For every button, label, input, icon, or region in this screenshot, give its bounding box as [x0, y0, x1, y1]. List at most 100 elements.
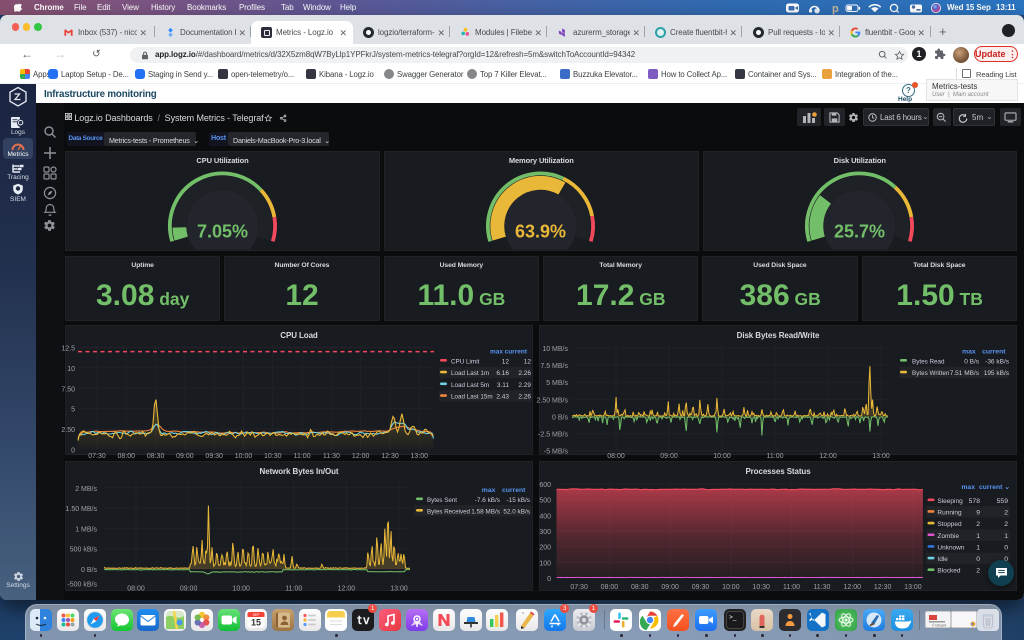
svg-text:2: 2	[976, 521, 980, 528]
svg-text:2.43: 2.43	[496, 394, 509, 401]
svg-text:63.9%: 63.9%	[515, 222, 566, 242]
svg-text:10:30: 10:30	[264, 453, 282, 460]
svg-text:07:30: 07:30	[88, 453, 106, 460]
svg-text:10:00: 10:00	[713, 453, 731, 460]
svg-text:1.50 MB/s: 1.50 MB/s	[65, 506, 97, 513]
svg-text:12:00: 12:00	[843, 584, 861, 591]
svg-text:11.0 GB: 11.0 GB	[417, 279, 505, 312]
svg-text:10:30: 10:30	[752, 584, 770, 591]
svg-text:1: 1	[976, 533, 980, 540]
svg-text:09:00: 09:00	[180, 586, 198, 593]
svg-text:max: max	[961, 484, 975, 491]
svg-text:3.11: 3.11	[497, 382, 510, 389]
svg-text:-36 kB/s: -36 kB/s	[985, 358, 1010, 365]
svg-text:3.08 day: 3.08 day	[96, 279, 190, 312]
svg-text:2.50: 2.50	[61, 427, 75, 434]
svg-text:-15 kB/s: -15 kB/s	[507, 497, 530, 504]
svg-text:12: 12	[524, 358, 532, 365]
svg-text:SEP: SEP	[252, 612, 260, 616]
svg-text:08:30: 08:30	[147, 453, 165, 460]
svg-text:-5 MB/s: -5 MB/s	[544, 449, 569, 456]
svg-text:11:00: 11:00	[294, 453, 311, 460]
svg-text:5 MB/s: 5 MB/s	[546, 380, 568, 387]
svg-text:Blocked: Blocked	[937, 568, 961, 575]
svg-text:1 MB/s: 1 MB/s	[75, 526, 97, 533]
svg-text:10:00: 10:00	[722, 584, 740, 591]
svg-text:Idle: Idle	[937, 556, 948, 563]
svg-text:2: 2	[976, 568, 980, 575]
svg-text:2: 2	[1004, 521, 1008, 528]
svg-text:Zombie: Zombie	[937, 533, 959, 540]
svg-text:Bytes Sent: Bytes Sent	[427, 497, 457, 504]
svg-text:1: 1	[1004, 533, 1008, 540]
svg-text:max: max	[490, 349, 503, 356]
svg-text:07:30: 07:30	[570, 584, 588, 591]
svg-text:Bytes Read: Bytes Read	[912, 358, 945, 365]
svg-text:11:00: 11:00	[285, 586, 302, 593]
svg-text:2 MB/s: 2 MB/s	[75, 486, 97, 493]
svg-text:5: 5	[71, 407, 75, 414]
svg-text:09:00: 09:00	[660, 453, 678, 460]
svg-text:200: 200	[539, 545, 551, 552]
svg-text:7.51 MB/s: 7.51 MB/s	[950, 370, 980, 377]
svg-text:0: 0	[1004, 556, 1008, 563]
svg-text:2.26: 2.26	[518, 370, 531, 377]
svg-text:Running: Running	[937, 509, 962, 516]
svg-text:max: max	[962, 349, 976, 356]
svg-text:11:00: 11:00	[783, 584, 800, 591]
svg-text:08:30: 08:30	[631, 584, 649, 591]
svg-text:0 B/s: 0 B/s	[552, 415, 568, 422]
svg-text:Sleeping: Sleeping	[937, 498, 963, 505]
svg-text:0: 0	[1004, 544, 1008, 551]
svg-text:12: 12	[285, 279, 318, 312]
svg-text:7.05%: 7.05%	[197, 222, 248, 242]
svg-text:-7.6 kB/s: -7.6 kB/s	[475, 497, 500, 504]
svg-text:12:30: 12:30	[381, 453, 399, 460]
svg-text:13:00: 13:00	[872, 453, 890, 460]
svg-text:2.29: 2.29	[518, 382, 531, 389]
svg-text:10: 10	[67, 366, 75, 373]
svg-text:500: 500	[539, 498, 551, 505]
svg-text:CPU Limit: CPU Limit	[451, 358, 480, 365]
svg-text:“: “	[522, 612, 525, 619]
svg-text:08:00: 08:00	[127, 586, 145, 593]
svg-text:10 MB/s: 10 MB/s	[542, 346, 568, 353]
svg-text:386 GB: 386 GB	[740, 279, 821, 312]
svg-text:Bytes Written: Bytes Written	[912, 370, 950, 377]
svg-text:08:00: 08:00	[118, 453, 136, 460]
svg-text:08:00: 08:00	[601, 584, 619, 591]
svg-text:7.50: 7.50	[61, 386, 75, 393]
svg-text:2.50 MB/s: 2.50 MB/s	[536, 397, 568, 404]
svg-text:13:00: 13:00	[904, 584, 922, 591]
svg-text:12:00: 12:00	[352, 453, 370, 460]
svg-text:2.26: 2.26	[518, 394, 531, 401]
svg-text:10:00: 10:00	[235, 453, 253, 460]
svg-text:12:00: 12:00	[819, 453, 837, 460]
svg-text:500 kB/s: 500 kB/s	[70, 547, 98, 554]
svg-text:Unknown: Unknown	[937, 544, 964, 551]
svg-text:13:00: 13:00	[390, 586, 408, 593]
svg-text:Load Last 15m: Load Last 15m	[451, 394, 493, 401]
svg-text:1.58 MB/s: 1.58 MB/s	[471, 508, 500, 515]
svg-text:400: 400	[539, 513, 551, 520]
svg-text:195 kB/s: 195 kB/s	[984, 370, 1010, 377]
svg-text:0: 0	[547, 576, 551, 583]
svg-text:0 B/s: 0 B/s	[964, 358, 980, 365]
svg-text:09:00: 09:00	[661, 584, 679, 591]
svg-text:559: 559	[997, 498, 1009, 505]
svg-text:max: max	[482, 487, 496, 494]
svg-text:17.2 GB: 17.2 GB	[576, 279, 666, 312]
svg-text:52.0 kB/s: 52.0 kB/s	[503, 508, 530, 515]
svg-text:12:00: 12:00	[338, 586, 356, 593]
svg-text:current: current	[502, 487, 526, 494]
svg-text:Load Last 5m: Load Last 5m	[451, 382, 489, 389]
svg-text:25.7%: 25.7%	[834, 222, 885, 242]
svg-text:current: current	[982, 349, 1006, 356]
svg-text:100: 100	[539, 560, 551, 567]
svg-text:9: 9	[976, 509, 980, 516]
svg-text:11:30: 11:30	[323, 453, 340, 460]
svg-text:1.50 TB: 1.50 TB	[896, 279, 983, 312]
svg-text:12.5: 12.5	[61, 346, 75, 353]
svg-text:1: 1	[976, 544, 980, 551]
svg-text:p: p	[832, 3, 839, 15]
